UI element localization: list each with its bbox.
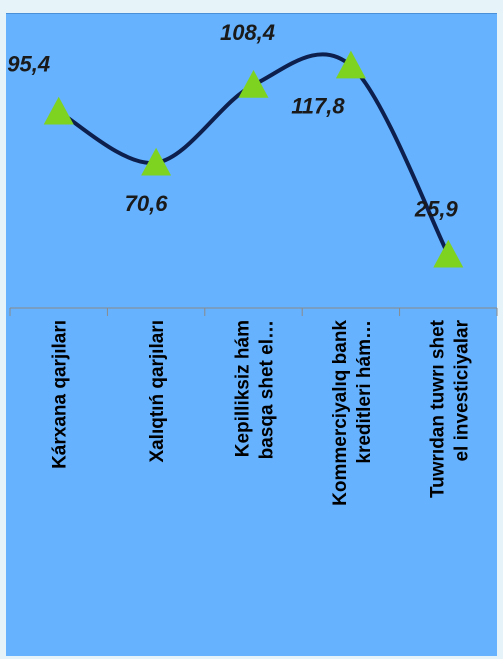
data-label: 70,6 [125, 191, 169, 216]
series-line [56, 52, 451, 257]
x-axis [9, 307, 498, 316]
data-point-marker [141, 147, 172, 176]
category-labels: Kárxana qarjıları Xalıqtıń qarjıları Kepil… [50, 319, 473, 506]
data-point-marker [238, 70, 269, 98]
data-point-marker [43, 96, 74, 125]
category-label: Kárxana qarjıları [50, 320, 71, 469]
category-label-line: Tuwrıdan tuwrı shet [427, 319, 448, 498]
category-label: Xalıqtıń qarjıları [147, 320, 168, 463]
data-label: 117,8 [291, 94, 345, 119]
category-label-line: kreditleri hám… [354, 320, 375, 464]
category-label: Tuwrıdan tuwrı shet el investiciyalar [427, 319, 472, 498]
category-label-line: Kepilliksiz hám [233, 320, 254, 457]
data-label: 108,4 [220, 20, 275, 45]
chart-area [6, 13, 497, 656]
data-label: 95,4 [7, 52, 50, 77]
category-label: Kepilliksiz hám basqa shet el… [233, 320, 278, 459]
category-label-line: Xalıqtıń qarjıları [147, 320, 168, 463]
data-labels: 95,4 70,6 108,4 117,8 25,9 [7, 20, 458, 222]
data-point-marker [433, 239, 464, 268]
data-point-marker [335, 50, 366, 79]
category-label-line: Kommerciyalıq bank [330, 320, 351, 506]
markers [43, 50, 464, 268]
category-label: Kommerciyalıq bank kreditleri hám… [330, 320, 375, 506]
data-label: 25,9 [414, 197, 459, 222]
series-line-layer [56, 52, 451, 257]
category-label-line: Kárxana qarjıları [50, 320, 71, 469]
category-label-line: el investiciyalar [451, 319, 472, 461]
category-label-line: basqa shet el… [257, 320, 278, 459]
